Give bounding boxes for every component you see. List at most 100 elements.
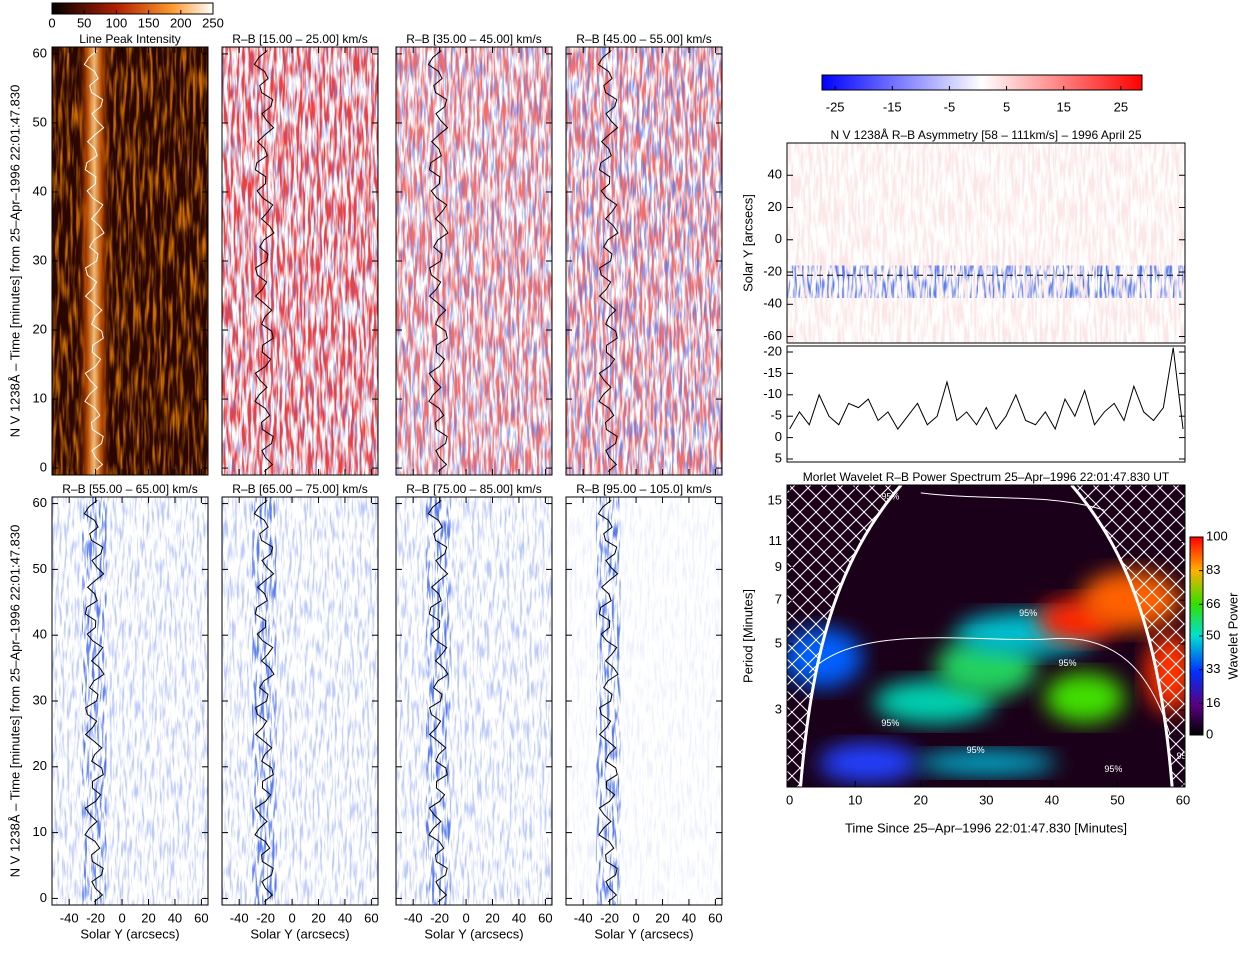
image bbox=[566, 47, 722, 475]
x-tick-label: 40 bbox=[512, 910, 526, 925]
hatch-left bbox=[787, 485, 902, 787]
contour bbox=[253, 50, 275, 472]
y-tick-label: 10 bbox=[33, 824, 47, 839]
x-tick-label: 20 bbox=[141, 910, 155, 925]
colorbar-tick-label: 50 bbox=[77, 15, 91, 30]
panel-title: R–B [15.00 – 25.00] km/s bbox=[232, 32, 367, 46]
x-tick-label: -20 bbox=[600, 910, 619, 925]
x-tick-label: 60 bbox=[708, 910, 722, 925]
y-axis-label: N V 1238Å – Time [minutes] from 25–Apr–1… bbox=[7, 85, 22, 438]
x-tick-label: -20 bbox=[430, 910, 449, 925]
y-tick-label: 11 bbox=[769, 533, 783, 548]
y-tick-label: 0 bbox=[775, 231, 782, 246]
image bbox=[396, 497, 552, 905]
image-noise-blue bbox=[222, 497, 378, 905]
panel: -40 -20 0 20 40 60 0 10 20 30 40 50 60 R–B [55.00 – 6… bbox=[7, 482, 208, 941]
image bbox=[52, 497, 208, 905]
cone-of-influence bbox=[1070, 485, 1174, 787]
x-tick-label: 60 bbox=[1176, 792, 1190, 807]
y-tick-label: 15 bbox=[768, 493, 782, 508]
contour-label: 95% bbox=[967, 745, 985, 755]
y-tick-label: 5 bbox=[775, 635, 782, 650]
image bbox=[566, 497, 722, 905]
x-tick-label: 30 bbox=[979, 792, 993, 807]
x-tick-label: -20 bbox=[256, 910, 275, 925]
image-noise bbox=[787, 143, 1185, 343]
y-tick-label: 60 bbox=[33, 45, 47, 60]
colorbar-tick-label: 250 bbox=[202, 15, 224, 30]
contour bbox=[83, 499, 105, 903]
colorbar bbox=[821, 74, 1143, 91]
image: 95% 95% 95% 95% 95% 95% 95% bbox=[787, 485, 1185, 787]
x-tick-label: 20 bbox=[914, 792, 928, 807]
plot-frame bbox=[786, 142, 1186, 344]
x-tick-label: -40 bbox=[404, 910, 423, 925]
y-tick-label: 50 bbox=[33, 561, 47, 576]
x-tick-label: -40 bbox=[574, 910, 593, 925]
panel-title: R–B [75.00 – 85.00] km/s bbox=[406, 482, 541, 496]
plot-frame bbox=[786, 345, 1186, 463]
image-strip bbox=[426, 497, 451, 905]
y-tick-label: -60 bbox=[763, 328, 782, 343]
contour bbox=[253, 499, 275, 903]
image-strip bbox=[252, 497, 277, 905]
y-tick-label: 0 bbox=[775, 429, 782, 444]
x-tick-label: 50 bbox=[1110, 792, 1124, 807]
y-tick-label: 3 bbox=[775, 702, 782, 717]
y-tick-label: 60 bbox=[33, 495, 47, 510]
contour bbox=[427, 499, 449, 903]
image-blob bbox=[818, 742, 919, 783]
x-tick-label: 20 bbox=[311, 910, 325, 925]
colorbar-tick-label: 100 bbox=[1206, 528, 1228, 543]
y-tick-label: 10 bbox=[33, 391, 47, 406]
y-axis-label: N V 1238Å – Time [minutes] from 25–Apr–1… bbox=[7, 525, 22, 878]
image-noise-blue bbox=[396, 47, 552, 475]
image-blob bbox=[916, 750, 1057, 775]
y-tick-label: 30 bbox=[33, 692, 47, 707]
panel: -40 -20 0 20 40 60 R–B [95.00 – 105.0] km/s Sol… bbox=[565, 482, 723, 941]
y-tick-label: -10 bbox=[763, 386, 782, 401]
y-tick-label: 20 bbox=[33, 758, 47, 773]
y-tick-label: 20 bbox=[768, 199, 782, 214]
panel: -40 -20 0 20 40 60 R–B [75.00 – 85.00] km/s Sol… bbox=[395, 482, 553, 941]
y-tick-label: -15 bbox=[763, 365, 782, 380]
image-noise-blue bbox=[566, 497, 722, 905]
panel-title: Line Peak Intensity bbox=[79, 32, 180, 46]
image-strip bbox=[82, 497, 107, 905]
x-tick-label: 20 bbox=[485, 910, 499, 925]
panel: R–B [15.00 – 25.00] km/s bbox=[221, 32, 379, 476]
panel: 0 10 20 30 40 50 60 Line Peak Intensity N V 1238… bbox=[7, 2, 224, 476]
x-tick-label: -40 bbox=[60, 910, 79, 925]
x-tick-label: 60 bbox=[538, 910, 552, 925]
contour bbox=[808, 637, 1171, 734]
colorbar-tick-label: 100 bbox=[106, 15, 128, 30]
x-axis-label: Solar Y (arcsecs) bbox=[250, 926, 349, 941]
image bbox=[222, 47, 378, 475]
panel: -40 -20 0 20 40 60 R–B [65.00 – 75.00] km/s Sol… bbox=[221, 482, 379, 941]
x-tick-label: -40 bbox=[230, 910, 249, 925]
image bbox=[222, 497, 378, 905]
y-tick-label: 40 bbox=[768, 167, 782, 182]
contour bbox=[427, 50, 449, 472]
panel-title: R–B [65.00 – 75.00] km/s bbox=[232, 482, 367, 496]
x-tick-label: 40 bbox=[338, 910, 352, 925]
contour-label: 95% bbox=[881, 491, 899, 501]
image bbox=[787, 143, 1185, 343]
x-axis-label: Solar Y (arcsecs) bbox=[424, 926, 523, 941]
image-noise-blue bbox=[566, 47, 722, 475]
x-axis-label: Time Since 25–Apr–1996 22:01:47.830 [Min… bbox=[845, 820, 1127, 835]
image-strip bbox=[596, 497, 621, 905]
image-noise-blue bbox=[222, 47, 378, 475]
x-tick-label: 60 bbox=[364, 910, 378, 925]
y-tick-label: 20 bbox=[33, 321, 47, 336]
y-tick-label: 50 bbox=[33, 114, 47, 129]
image-noise-blue bbox=[52, 497, 208, 905]
colorbar-tick-label: 33 bbox=[1206, 661, 1220, 676]
contour bbox=[920, 492, 1105, 511]
panel: R–B [45.00 – 55.00] km/s bbox=[565, 32, 723, 476]
image bbox=[789, 347, 1184, 431]
x-tick-label: 40 bbox=[682, 910, 696, 925]
x-tick-label: 40 bbox=[1045, 792, 1059, 807]
